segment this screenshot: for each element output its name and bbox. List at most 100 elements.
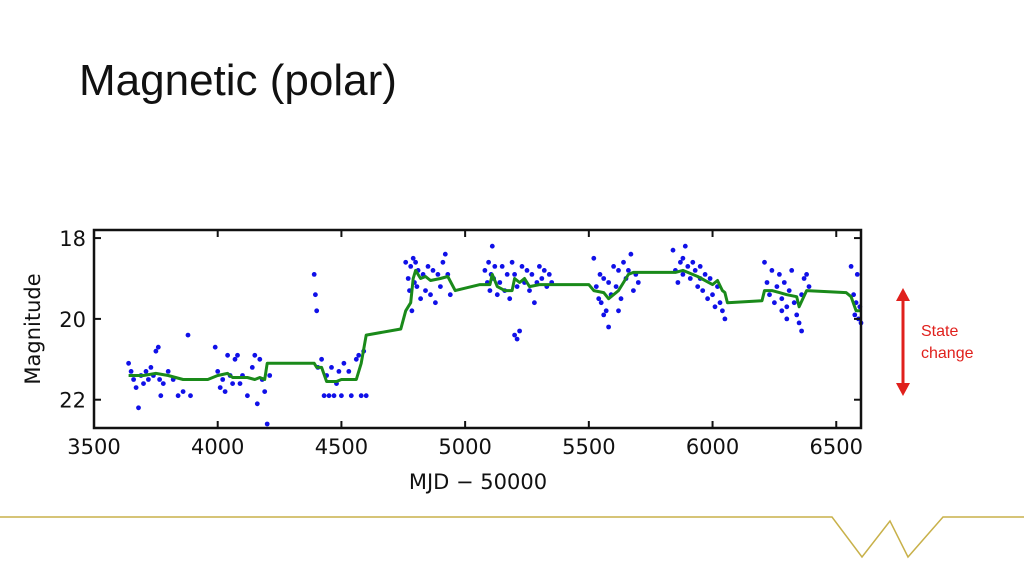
data-point bbox=[507, 296, 513, 302]
data-point bbox=[232, 356, 238, 362]
data-point bbox=[175, 393, 181, 399]
data-point bbox=[682, 243, 688, 249]
data-point bbox=[165, 369, 171, 374]
data-point bbox=[230, 381, 236, 386]
state-change-label-line2: change bbox=[921, 345, 974, 362]
data-point bbox=[447, 292, 453, 298]
data-point bbox=[626, 268, 631, 273]
data-point bbox=[616, 308, 621, 314]
data-point bbox=[319, 356, 324, 362]
x-tick-label: 4500 bbox=[315, 435, 368, 459]
data-point bbox=[702, 272, 708, 277]
x-axis-label: MJD − 50000 bbox=[409, 470, 547, 494]
data-point bbox=[799, 328, 804, 334]
data-point bbox=[430, 268, 436, 273]
data-point bbox=[358, 393, 364, 399]
data-point bbox=[791, 300, 797, 306]
data-point bbox=[212, 344, 218, 350]
slide-title: Magnetic (polar) bbox=[79, 56, 397, 105]
data-point bbox=[188, 393, 193, 399]
data-point bbox=[185, 332, 191, 338]
data-point bbox=[628, 251, 634, 257]
state-change-arrow-down-head bbox=[896, 383, 910, 396]
data-point bbox=[781, 280, 787, 285]
plot-frame bbox=[92, 228, 863, 430]
data-point bbox=[136, 405, 141, 411]
data-points bbox=[126, 243, 864, 427]
data-point bbox=[512, 272, 517, 277]
data-point bbox=[220, 377, 226, 382]
data-point bbox=[126, 360, 131, 366]
data-point bbox=[767, 292, 772, 298]
data-point bbox=[348, 393, 354, 399]
data-point bbox=[267, 373, 273, 378]
data-point bbox=[598, 300, 604, 306]
y-tick-label: 20 bbox=[59, 308, 86, 332]
footer-decoration-line bbox=[0, 516, 1024, 559]
data-point bbox=[158, 393, 164, 399]
data-point bbox=[529, 272, 535, 277]
data-point bbox=[331, 393, 337, 399]
data-point bbox=[128, 369, 134, 374]
data-point bbox=[514, 336, 520, 342]
axis-ticks: 3500 4000 4500 5000 5500 6000 6500 18 20 22 bbox=[59, 227, 863, 459]
data-point bbox=[339, 393, 344, 399]
state-change-label-line1: State bbox=[921, 323, 959, 340]
data-point bbox=[606, 324, 611, 330]
data-point bbox=[777, 272, 782, 277]
data-point bbox=[353, 356, 359, 362]
data-point bbox=[613, 284, 619, 289]
data-point bbox=[249, 365, 255, 370]
data-point bbox=[494, 292, 500, 298]
data-point bbox=[497, 280, 503, 285]
data-point bbox=[435, 272, 441, 277]
data-point bbox=[532, 300, 537, 306]
data-point bbox=[254, 401, 260, 407]
data-point bbox=[180, 389, 186, 394]
data-point bbox=[133, 385, 139, 390]
data-point bbox=[690, 259, 696, 265]
data-point bbox=[487, 288, 493, 293]
data-point bbox=[492, 264, 498, 269]
data-point bbox=[517, 328, 522, 334]
data-point bbox=[217, 385, 223, 390]
data-point bbox=[635, 280, 641, 285]
data-point bbox=[321, 393, 327, 399]
data-point bbox=[786, 288, 792, 293]
x-tick-label: 6000 bbox=[686, 435, 739, 459]
data-point bbox=[311, 272, 317, 277]
data-point bbox=[237, 381, 243, 386]
data-point bbox=[772, 300, 777, 306]
data-point bbox=[141, 381, 146, 386]
data-point bbox=[611, 264, 616, 269]
data-point bbox=[245, 393, 250, 399]
data-point bbox=[618, 296, 624, 302]
data-point bbox=[414, 284, 420, 289]
y-axis-label: Magnitude bbox=[21, 273, 45, 384]
data-point bbox=[784, 316, 790, 322]
data-point bbox=[336, 369, 342, 374]
data-point bbox=[678, 259, 683, 265]
data-point bbox=[252, 352, 258, 358]
y-tick-label: 22 bbox=[59, 389, 86, 413]
data-point bbox=[700, 288, 706, 293]
data-point bbox=[539, 276, 545, 281]
data-point bbox=[779, 308, 785, 314]
data-point bbox=[346, 369, 352, 374]
data-point bbox=[707, 276, 713, 281]
data-point bbox=[225, 352, 231, 358]
data-point bbox=[257, 356, 263, 362]
data-point bbox=[438, 284, 443, 289]
data-point bbox=[131, 377, 137, 382]
y-tick-label: 18 bbox=[59, 227, 86, 251]
data-point bbox=[769, 268, 775, 273]
data-point bbox=[685, 264, 691, 269]
data-point bbox=[264, 421, 270, 427]
data-point bbox=[423, 288, 428, 293]
data-point bbox=[153, 348, 159, 354]
data-point bbox=[418, 296, 423, 302]
data-point bbox=[796, 320, 802, 326]
data-point bbox=[631, 288, 636, 293]
data-point bbox=[537, 264, 542, 269]
